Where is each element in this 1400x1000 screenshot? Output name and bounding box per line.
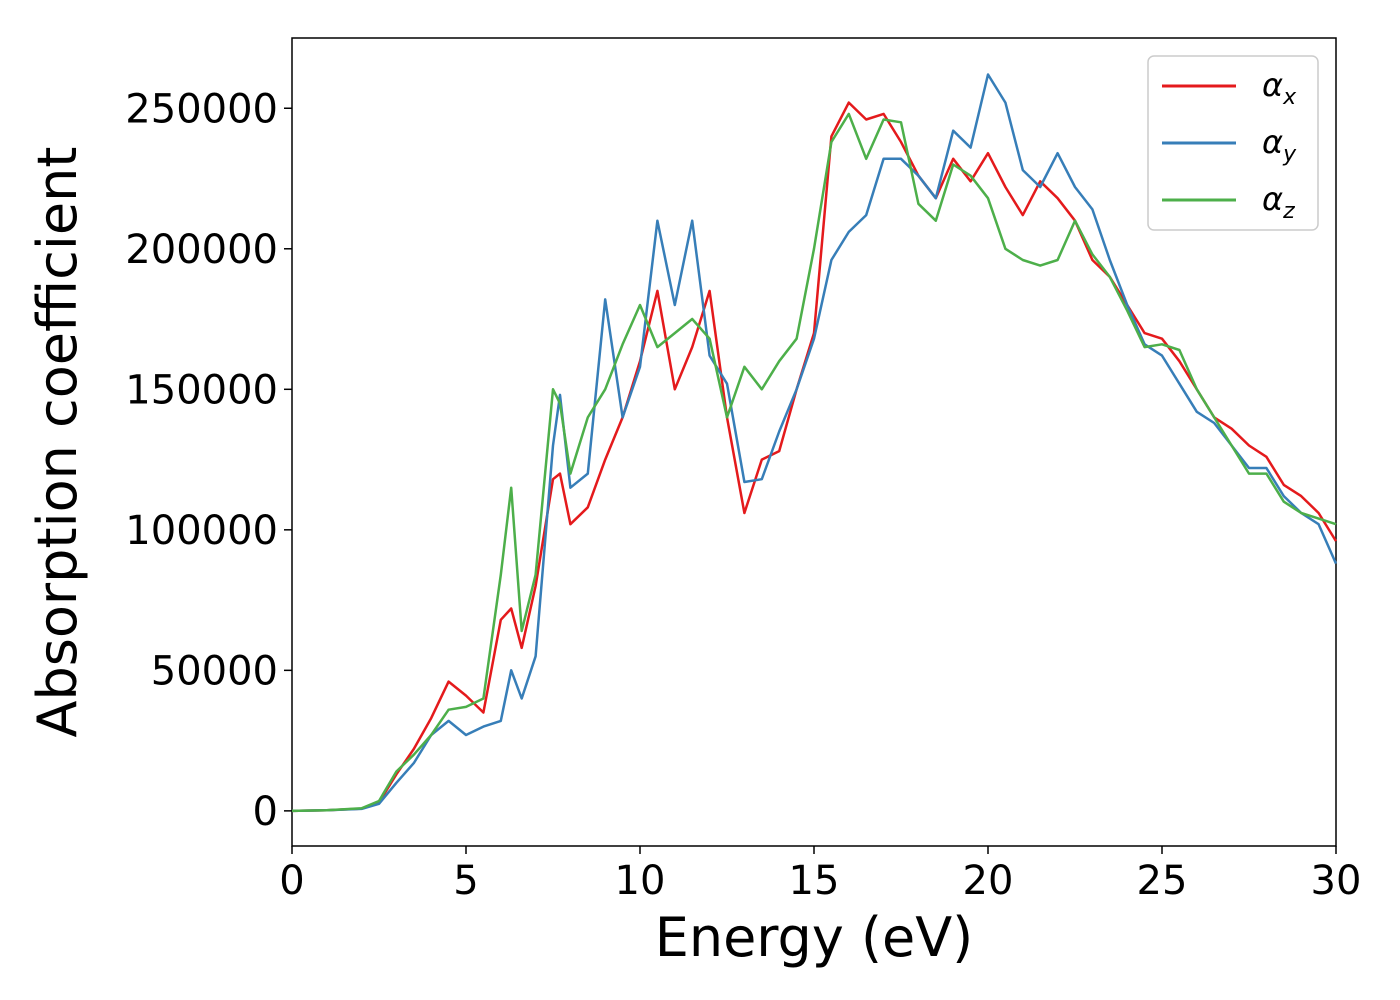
legend-subscript: z	[1282, 199, 1295, 224]
legend-subscript: x	[1282, 85, 1297, 110]
x-tick-label: 25	[1137, 858, 1188, 904]
series-layer	[291, 73, 1338, 813]
x-axis-ticks: 0 5 10 15 20 25 30	[279, 846, 1361, 904]
legend-label-alpha-y: αy	[1262, 123, 1297, 167]
y-tick-label: 50000	[151, 648, 278, 694]
series-line-alpha-y	[291, 73, 1338, 813]
legend-label-alpha-x: αx	[1262, 66, 1297, 110]
x-tick-label: 15	[789, 858, 840, 904]
legend-label-alpha-z: αz	[1262, 180, 1295, 224]
y-tick-label: 0	[253, 789, 278, 835]
x-tick-label: 30	[1311, 858, 1362, 904]
legend-symbol: α	[1262, 123, 1283, 161]
y-tick-label: 250000	[125, 86, 278, 132]
x-tick-label: 5	[453, 858, 478, 904]
x-tick-label: 20	[963, 858, 1014, 904]
legend-symbol: α	[1262, 180, 1283, 218]
series-line-alpha-z	[291, 112, 1337, 813]
legend-subscript: y	[1282, 142, 1297, 167]
x-tick-label: 0	[279, 858, 304, 904]
y-axis-label: Absorption coefficient	[26, 147, 89, 738]
x-axis-label: Energy (eV)	[655, 906, 974, 969]
y-tick-label: 150000	[125, 367, 278, 413]
x-tick-label: 10	[615, 858, 666, 904]
legend-symbol: α	[1262, 66, 1283, 104]
y-tick-label: 100000	[125, 508, 278, 554]
y-axis-ticks: 0 50000 100000 150000 200000 250000	[125, 86, 292, 835]
y-tick-label: 200000	[125, 227, 278, 273]
